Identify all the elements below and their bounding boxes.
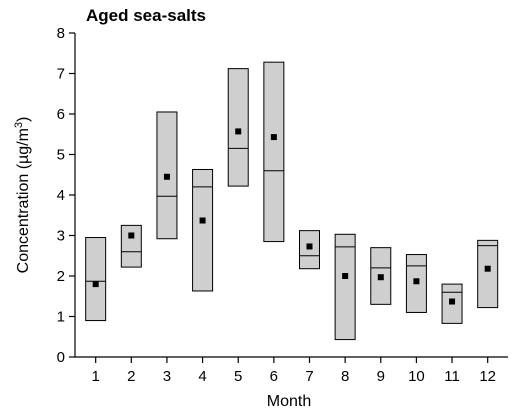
box-month-3	[156, 111, 178, 240]
box-mean-7	[306, 243, 313, 250]
x-tick-label-10: 10	[408, 368, 425, 385]
box-mean-5	[235, 128, 242, 135]
y-axis-title-tail: )	[15, 117, 32, 122]
box-month-4	[192, 168, 214, 292]
y-axis-title-main: Concentration (µg/m	[15, 128, 32, 273]
x-tick-label-8: 8	[341, 368, 349, 385]
box-mean-4	[199, 217, 206, 224]
x-tick-label-12: 12	[479, 368, 496, 385]
box-month-11	[441, 283, 463, 324]
x-tick-label-1: 1	[91, 368, 99, 385]
box-iqr-6	[263, 61, 285, 243]
box-iqr-7	[298, 230, 320, 270]
y-tick-label-2: 2	[57, 268, 65, 285]
x-tick-label-7: 7	[305, 368, 313, 385]
box-month-5	[227, 68, 249, 187]
box-month-8	[334, 233, 356, 341]
box-iqr-2	[120, 224, 142, 268]
y-tick-label-6: 6	[57, 106, 65, 123]
box-iqr-12	[477, 239, 499, 309]
box-month-2	[120, 224, 142, 268]
y-tick-label-7: 7	[57, 66, 65, 83]
y-axis-title: Concentration (µg/m3)	[13, 117, 32, 274]
box-iqr-5	[227, 68, 249, 187]
box-mean-8	[342, 273, 349, 279]
box-month-10	[405, 254, 427, 313]
x-tick-label-11: 11	[444, 368, 460, 385]
x-tick-label-2: 2	[127, 368, 135, 385]
y-axis-title-superscript: 3	[13, 122, 25, 128]
chart-title: Aged sea-salts	[86, 6, 206, 25]
y-tick-label-5: 5	[57, 147, 65, 164]
box-mean-11	[449, 298, 456, 305]
box-month-7	[298, 230, 320, 270]
x-tick-label-3: 3	[163, 368, 171, 385]
x-tick-label-4: 4	[198, 368, 206, 385]
box-mean-3	[163, 173, 170, 180]
box-iqr-8	[334, 233, 356, 341]
box-mean-12	[484, 265, 491, 272]
y-tick-label-1: 1	[57, 309, 65, 326]
box-month-12	[477, 239, 499, 309]
box-mean-9	[377, 274, 384, 281]
y-tick-label-3: 3	[57, 228, 65, 245]
box-mean-10	[413, 278, 420, 285]
box-month-6	[263, 61, 285, 243]
x-tick-label-9: 9	[377, 368, 385, 385]
x-axis-title: Month	[267, 393, 311, 410]
box-mean-1	[92, 281, 99, 288]
box-iqr-1	[85, 237, 107, 322]
y-tick-label-0: 0	[57, 349, 65, 366]
y-tick-label-8: 8	[57, 25, 65, 42]
x-tick-label-5: 5	[234, 368, 242, 385]
box-mean-6	[270, 134, 277, 141]
box-month-9	[370, 247, 392, 305]
box-iqr-4	[192, 168, 214, 292]
x-tick-label-6: 6	[270, 368, 278, 385]
y-tick-label-4: 4	[57, 187, 65, 204]
box-month-1	[85, 237, 107, 322]
box-mean-2	[128, 232, 135, 239]
boxes-layer	[85, 61, 499, 341]
